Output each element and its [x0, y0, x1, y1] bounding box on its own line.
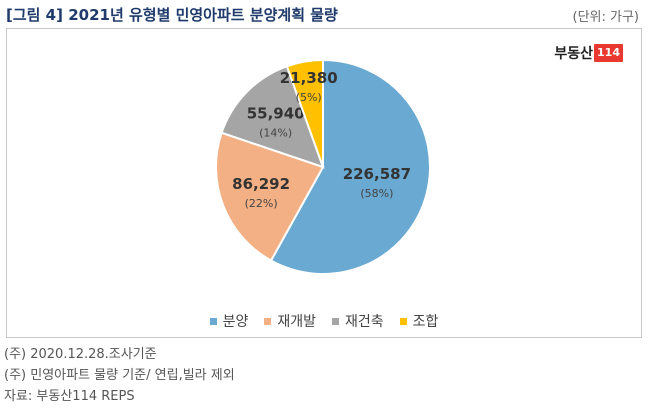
legend-label: 재개발: [277, 314, 316, 330]
chart-panel: 부동산 114 226,587 (58%) 86,292 (22%) 55,940 (14…: [6, 28, 642, 338]
footnotes: (주) 2020.12.28.조사기준 (주) 민영아파트 물량 기준/ 연립,…: [4, 344, 235, 407]
legend-swatch: [209, 317, 217, 325]
slice-pct-label-johap: (5%): [296, 91, 322, 104]
brand-logo: 부동산 114: [554, 43, 623, 63]
logo-badge: 114: [594, 44, 623, 62]
pie-chart: 226,587 (58%) 86,292 (22%) 55,940 (14%) 21,380…: [215, 58, 431, 275]
legend-swatch: [264, 317, 272, 325]
slice-value-label-bunyang: 226,587: [343, 165, 411, 183]
slice-value-label-redevelop: 86,292: [232, 175, 290, 193]
footnote-source: 자료: 부동산114 REPS: [4, 389, 135, 404]
legend-item-johap: 조합: [399, 311, 439, 331]
pie-slice-bunyang: [269, 58, 431, 275]
legend-label: 조합: [412, 314, 439, 330]
footnote-scope: (주) 민영아파트 물량 기준/ 연립,빌라 제외: [4, 368, 235, 383]
slice-value-label-rebuild: 55,940: [247, 105, 305, 123]
legend-item-redevelop: 재개발: [264, 311, 316, 331]
slice-pct-label-redevelop: (22%): [245, 197, 278, 210]
logo-text: 부동산: [554, 46, 594, 62]
pie-slice-redevelop: [215, 131, 325, 262]
slice-pct-label-rebuild: (14%): [259, 127, 292, 140]
pie-slice-johap: [285, 58, 324, 168]
chart-title: [그림 4] 2021년 유형별 민영아파트 분양계획 물량: [6, 6, 338, 24]
legend-swatch: [399, 317, 407, 325]
legend-label: 재건축: [345, 314, 384, 330]
slice-value-label-johap: 21,380: [280, 69, 338, 87]
legend-item-rebuild: 재건축: [332, 311, 384, 331]
pie-slice-rebuild: [220, 64, 325, 169]
legend-swatch: [332, 317, 339, 325]
slice-pct-label-bunyang: (58%): [360, 187, 393, 200]
legend-item-bunyang: 분양: [209, 311, 249, 331]
legend: 분양 재개발 재건축 조합: [7, 311, 641, 331]
unit-label: (단위: 가구): [572, 10, 640, 25]
footnote-date: (주) 2020.12.28.조사기준: [4, 347, 157, 362]
legend-label: 분양: [222, 314, 249, 330]
